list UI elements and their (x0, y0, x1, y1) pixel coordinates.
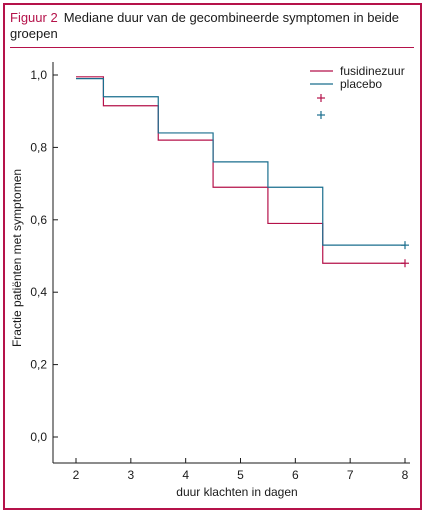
y-tick-label: 0,4 (30, 285, 47, 299)
censor-mark-fusidinezuur (401, 259, 409, 268)
x-axis-label: duur klachten in dagen (176, 485, 297, 499)
legend-label-fusidinezuur: fusidinezuur (340, 64, 405, 78)
y-tick-label: 0,8 (30, 140, 47, 154)
x-tick-label: 7 (347, 468, 354, 482)
censor-mark-placebo (401, 241, 409, 250)
figure-frame (3, 3, 422, 510)
series-line-placebo (76, 78, 405, 246)
y-tick-label: 0,0 (30, 430, 47, 444)
figure-label: Figuur 2 (10, 10, 58, 25)
figure-header: Figuur 2 Mediane duur van de gecombineerd… (10, 10, 410, 42)
x-tick-label: 3 (127, 468, 134, 482)
x-tick-label: 2 (73, 468, 80, 482)
legend-censor-fusidinezuur (317, 94, 325, 102)
x-tick-label: 6 (292, 468, 299, 482)
legend-label-placebo: placebo (340, 77, 382, 91)
y-tick-label: 0,6 (30, 213, 47, 227)
figure-title: Mediane duur van de gecombineerde sympto… (10, 10, 400, 41)
series-line-fusidinezuur (76, 76, 405, 264)
chart-series (76, 76, 409, 268)
x-tick-label: 8 (402, 468, 409, 482)
x-tick-label: 4 (182, 468, 189, 482)
legend-censor-placebo (317, 111, 325, 119)
x-tick-label: 5 (237, 468, 244, 482)
y-tick-label: 1,0 (30, 68, 47, 82)
header-divider (10, 47, 414, 48)
y-tick-label: 0,2 (30, 358, 47, 372)
y-axis-label: Fractie patiënten met symptomen (10, 169, 24, 347)
chart-axes: 2 3 4 5 6 7 8 0,0 0,2 0,4 0,6 0,8 1,0 (30, 62, 410, 482)
